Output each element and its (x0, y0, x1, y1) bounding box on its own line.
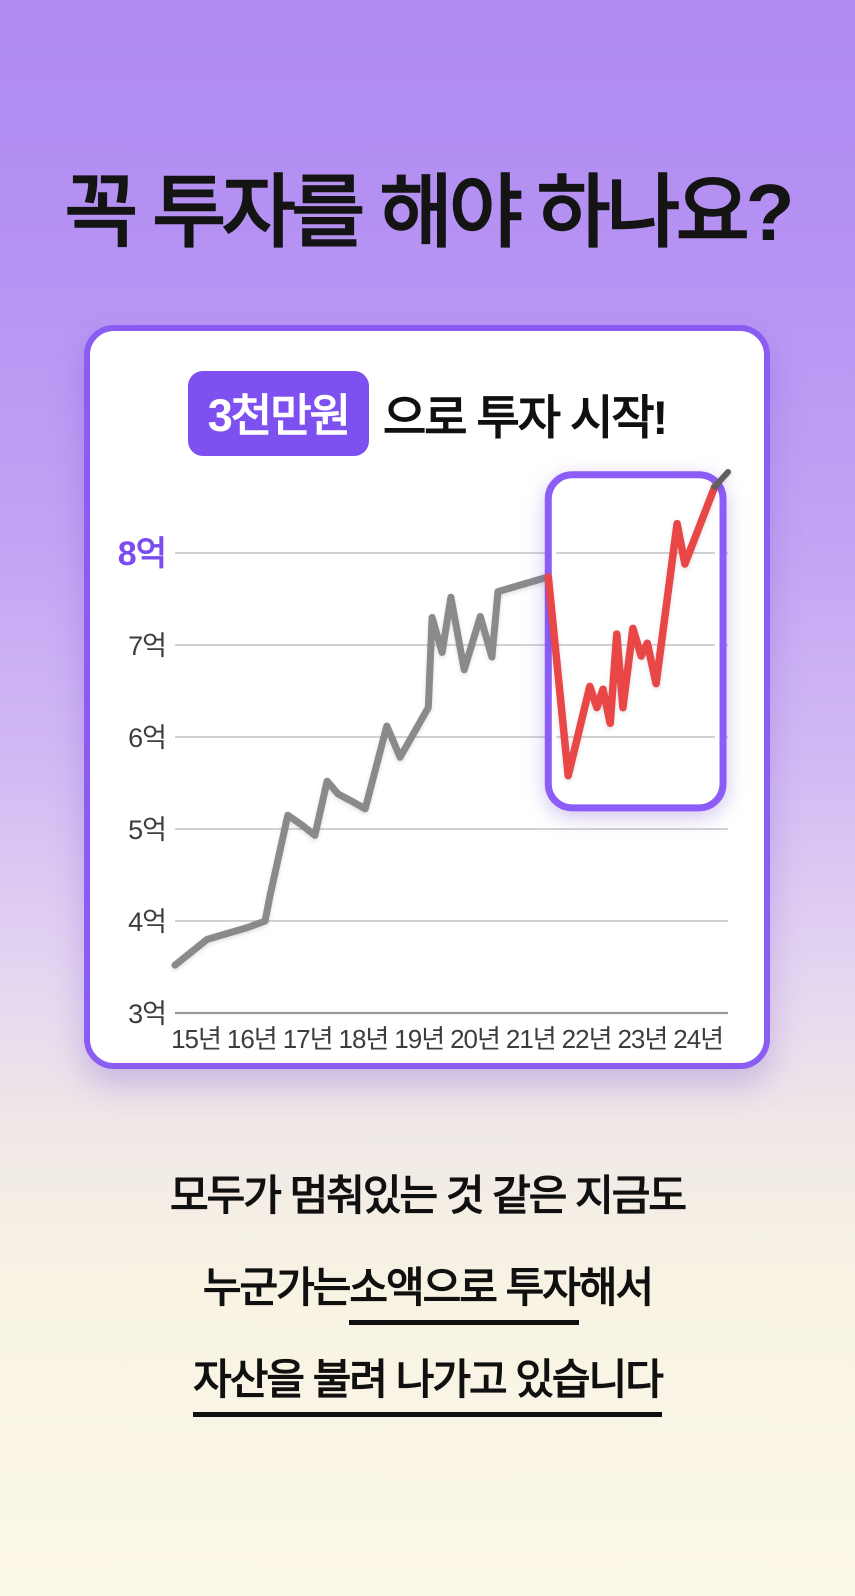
bottom-text-line: 누군가는 소액으로 투자해서 (0, 1242, 855, 1334)
x-tick-20년: 20년 (450, 1024, 500, 1054)
x-tick-23년: 23년 (617, 1024, 667, 1054)
y-tick-5억: 5억 (128, 815, 166, 845)
y-tick-8억: 8억 (118, 535, 166, 573)
x-tick-19년: 19년 (394, 1024, 444, 1054)
x-tick-22년: 22년 (562, 1024, 612, 1054)
emphasized-underlined-text: 자산을 불려 나가고 있습니다 (193, 1354, 664, 1417)
x-tick-21년: 21년 (506, 1024, 556, 1054)
message-text: 누군가는 (202, 1264, 352, 1311)
y-tick-6억: 6억 (128, 723, 166, 753)
asset-growth-2022-2024-red-highlight (544, 483, 719, 780)
message-text: 해서 (578, 1264, 654, 1311)
y-tick-7억: 7억 (128, 631, 166, 661)
chart-card-title: 3천만원 으로 투자 시작! (90, 370, 764, 456)
message-text: 모두가 멈춰있는 것 같은 지금도 (170, 1172, 687, 1219)
asset-growth-2015-2021-gray (171, 573, 552, 969)
x-tick-18년: 18년 (338, 1024, 388, 1054)
bottom-text-line: 자산을 불려 나가고 있습니다 (0, 1334, 855, 1426)
bottom-text-line: 모두가 멈춰있는 것 같은 지금도 (0, 1150, 855, 1242)
x-tick-16년: 16년 (227, 1024, 277, 1054)
line-end-tip-gray (711, 469, 731, 490)
amount-badge: 3천만원 (187, 370, 369, 456)
chart-title-text: 으로 투자 시작! (383, 390, 668, 444)
page-title: 꼭 투자를 해야 하나요? (64, 168, 795, 257)
y-tick-4억: 4억 (128, 907, 166, 937)
emphasized-underlined-text: 소액으로 투자 (349, 1262, 581, 1325)
x-tick-15년: 15년 (171, 1024, 221, 1054)
y-tick-3억: 3억 (128, 999, 166, 1029)
x-tick-17년: 17년 (283, 1024, 333, 1054)
x-tick-24년: 24년 (673, 1024, 723, 1054)
chart-card: 3천만원 으로 투자 시작! 8억 7억 6억 5억 4억 3억 15년 16년 17년 18년 1… (84, 325, 770, 1069)
